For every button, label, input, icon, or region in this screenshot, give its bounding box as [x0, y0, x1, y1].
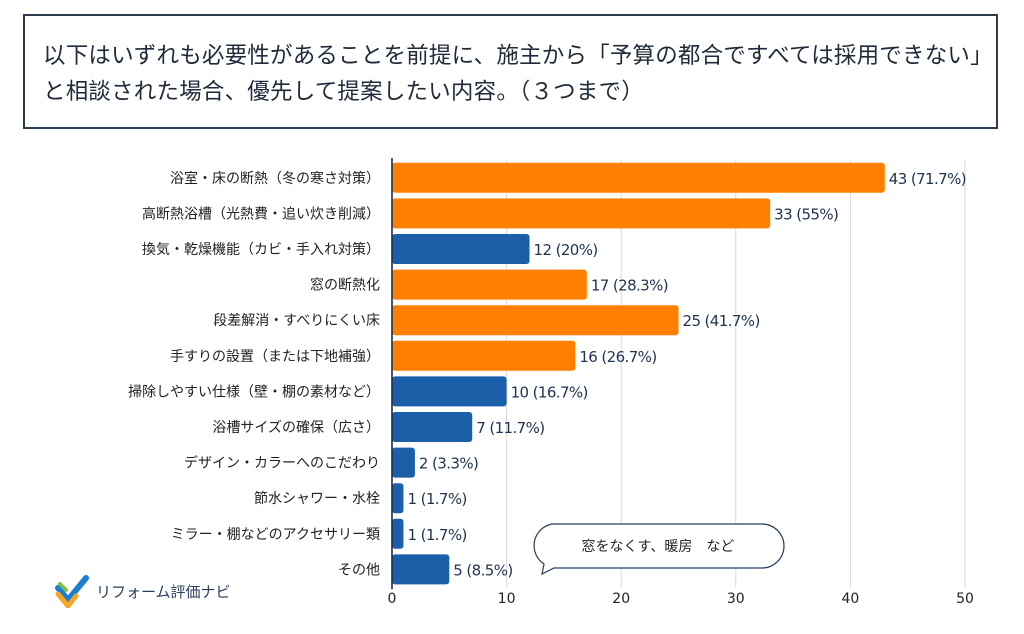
value-label: 33 (55%) [774, 205, 838, 223]
value-label: 16 (26.7%) [579, 348, 656, 366]
value-label: 43 (71.7%) [889, 170, 966, 188]
bar [392, 162, 885, 193]
category-label: デザイン・カラーへのこだわり [184, 455, 380, 472]
value-label: 5 (8.5%) [453, 561, 512, 579]
category-label: 換気・乾燥機能（カビ・手入れ対策） [142, 241, 380, 258]
category-label: 掃除しやすい仕様（壁・棚の素材など） [128, 383, 380, 400]
title-box: 以下はいずれも必要性があることを前提に、施主から「予算の都合ですべては採用できな… [23, 14, 998, 129]
category-label: 高断熱浴槽（光熱費・追い炊き削減） [142, 205, 380, 222]
bar [392, 269, 587, 300]
bar [392, 447, 415, 478]
x-tick-label: 10 [498, 591, 516, 607]
category-label: 手すりの設置（または下地補強） [170, 349, 380, 365]
category-label: ミラー・棚などのアクセサリー類 [171, 527, 380, 543]
bar [392, 412, 473, 442]
value-label: 1 (1.7%) [407, 526, 466, 544]
annotation-bubble [533, 523, 785, 576]
bar [392, 554, 450, 585]
x-tick-label: 0 [388, 591, 397, 607]
bar [392, 376, 507, 407]
value-label: 2 (3.3%) [419, 455, 478, 473]
chart-title: 以下はいずれも必要性があることを前提に、施主から「予算の都合ですべては採用できな… [43, 43, 982, 105]
bar [392, 198, 771, 229]
bar [392, 483, 404, 514]
value-label: 17 (28.3%) [591, 277, 668, 295]
brand-logo: リフォーム評価ナビ [54, 574, 231, 608]
category-label: 浴室・床の断熱（冬の寒さ対策） [170, 170, 380, 187]
bar [392, 305, 679, 336]
bar [392, 518, 404, 549]
bar [392, 234, 530, 264]
annotation-text: 窓をなくす、暖房 など [582, 538, 735, 555]
bar [392, 340, 576, 371]
x-tick-label: 50 [956, 591, 974, 607]
x-tick-label: 40 [841, 591, 859, 607]
value-label: 12 (20%) [534, 241, 598, 259]
value-label: 10 (16.7%) [511, 383, 588, 401]
category-label: 窓の断熱化 [310, 277, 380, 294]
value-label: 25 (41.7%) [683, 312, 760, 330]
category-label: 段差解消・すべりにくい床 [213, 313, 380, 329]
x-tick-label: 30 [727, 591, 745, 607]
category-label: 浴槽サイズの確保（広さ） [212, 420, 380, 436]
value-label: 1 (1.7%) [407, 490, 466, 508]
x-tick-label: 20 [612, 591, 630, 607]
value-label: 7 (11.7%) [476, 419, 544, 437]
category-label: その他 [338, 562, 380, 578]
category-label: 節水シャワー・水栓 [254, 490, 380, 507]
checkmark-logo-icon [55, 575, 89, 608]
brand-name: リフォーム評価ナビ [96, 582, 231, 601]
